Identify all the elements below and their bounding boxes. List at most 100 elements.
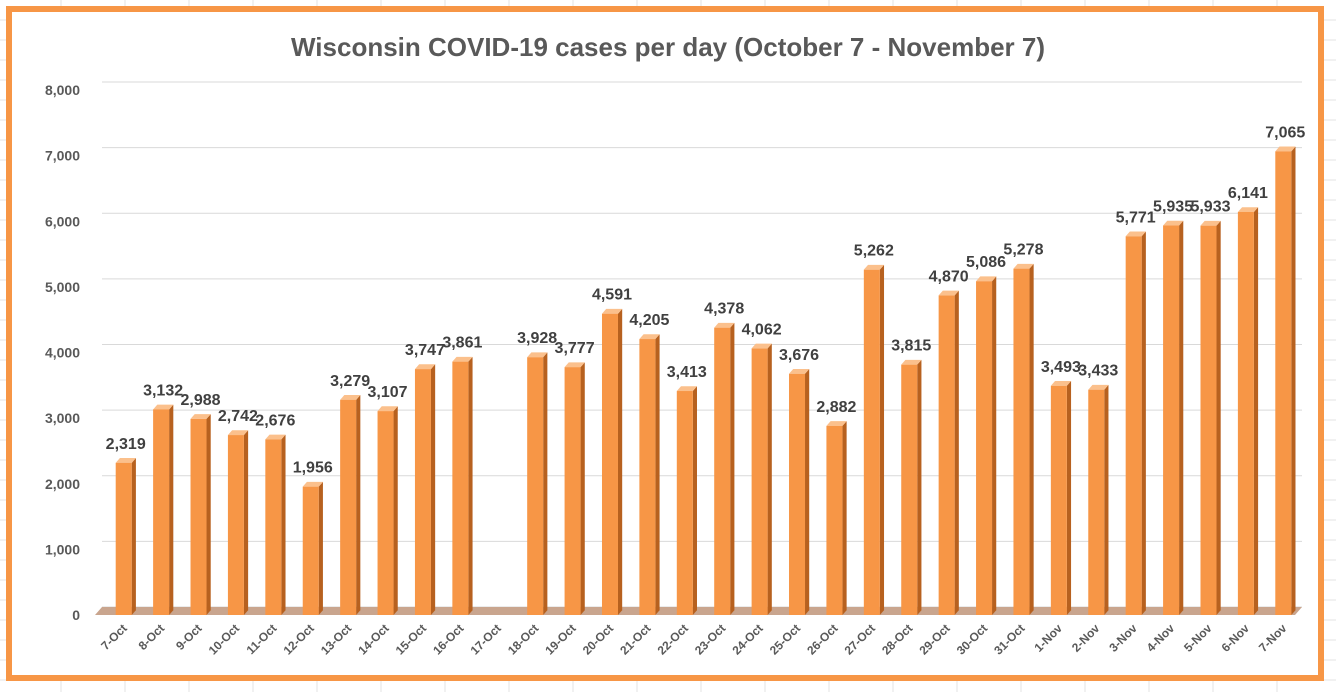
bar[interactable]: [1275, 146, 1296, 615]
bar[interactable]: [1013, 263, 1034, 615]
bar[interactable]: [190, 414, 211, 615]
bar[interactable]: [676, 386, 697, 615]
data-label: 5,933: [1190, 199, 1230, 216]
y-tick-label: 3,000: [45, 410, 80, 426]
x-tick-label: 1-Nov: [1032, 621, 1066, 655]
bar[interactable]: [1200, 220, 1221, 616]
bar[interactable]: [340, 395, 361, 615]
x-tick-label: 17-Oct: [468, 621, 504, 657]
data-label: 3,676: [779, 347, 819, 364]
bar[interactable]: [377, 406, 398, 615]
bar[interactable]: [826, 421, 847, 615]
x-tick-label: 6-Nov: [1219, 621, 1253, 655]
data-label: 5,278: [1003, 242, 1043, 259]
data-label: 3,777: [555, 340, 595, 357]
data-label: 1,956: [293, 460, 333, 477]
data-label: 5,771: [1116, 209, 1156, 226]
bar[interactable]: [414, 364, 436, 615]
x-tick-label: 21-Oct: [617, 621, 653, 657]
data-label: 3,928: [517, 330, 557, 347]
bar[interactable]: [227, 430, 249, 615]
y-tick-label: 5,000: [45, 279, 80, 295]
y-tick-label: 0: [72, 607, 80, 623]
bar[interactable]: [976, 276, 997, 615]
data-label: 5,935: [1153, 199, 1193, 216]
bar[interactable]: [1125, 231, 1146, 615]
data-label: 5,262: [854, 243, 894, 260]
x-tick-label: 22-Oct: [655, 621, 691, 657]
data-label: 4,870: [929, 268, 969, 285]
x-tick-label: 29-Oct: [916, 621, 952, 657]
bar[interactable]: [1163, 220, 1184, 615]
x-tick-label: 11-Oct: [244, 621, 280, 657]
x-tick-label: 7-Nov: [1256, 621, 1290, 655]
data-label: 3,107: [368, 384, 408, 401]
bar[interactable]: [1237, 207, 1259, 615]
bar[interactable]: [452, 356, 473, 615]
bar[interactable]: [265, 434, 286, 615]
data-label: 3,747: [405, 342, 445, 359]
bar[interactable]: [789, 368, 810, 615]
bar[interactable]: [1088, 384, 1109, 615]
y-tick-label: 8,000: [45, 82, 80, 98]
x-tick-label: 5-Nov: [1181, 621, 1215, 655]
data-label: 2,988: [180, 392, 220, 409]
x-tick-label: 9-Oct: [173, 621, 205, 653]
data-label: 3,279: [330, 373, 370, 390]
y-tick-label: 7,000: [45, 148, 80, 164]
x-tick-label: 7-Oct: [98, 621, 130, 653]
data-label: 4,062: [742, 321, 782, 338]
x-tick-label: 23-Oct: [692, 621, 728, 657]
data-label: 2,742: [218, 408, 258, 425]
bar[interactable]: [938, 290, 959, 615]
x-tick-label: 24-Oct: [729, 621, 765, 657]
bar[interactable]: [863, 264, 885, 615]
bar[interactable]: [302, 481, 323, 615]
x-tick-label: 2-Nov: [1069, 621, 1103, 655]
x-tick-label: 30-Oct: [954, 621, 990, 657]
x-tick-label: 25-Oct: [767, 621, 803, 657]
data-label: 3,433: [1078, 363, 1118, 380]
data-label: 3,132: [143, 382, 183, 399]
y-tick-label: 6,000: [45, 213, 80, 229]
data-label: 4,205: [629, 312, 669, 329]
data-label: 3,815: [891, 338, 931, 355]
bar[interactable]: [751, 343, 772, 615]
x-tick-label: 3-Nov: [1106, 621, 1140, 655]
y-tick-label: 4,000: [45, 345, 80, 361]
x-tick-label: 26-Oct: [804, 621, 840, 657]
x-tick-label: 31-Oct: [991, 621, 1027, 657]
bar[interactable]: [115, 458, 136, 615]
x-tick-label: 18-Oct: [505, 621, 541, 657]
data-label: 6,141: [1228, 185, 1268, 202]
data-label: 3,493: [1041, 359, 1081, 376]
data-label: 3,861: [442, 335, 482, 352]
bar[interactable]: [714, 322, 735, 615]
data-label: 5,086: [966, 254, 1006, 271]
data-label: 2,882: [816, 399, 856, 416]
data-label: 2,319: [106, 436, 146, 453]
data-label: 3,413: [667, 364, 707, 381]
data-label: 4,591: [592, 287, 632, 304]
data-label: 7,065: [1265, 124, 1305, 141]
x-tick-label: 19-Oct: [542, 621, 578, 657]
bar[interactable]: [527, 352, 548, 615]
chart-title: Wisconsin COVID-19 cases per day (Octobe…: [290, 32, 1045, 62]
y-tick-label: 1,000: [45, 541, 80, 557]
bar[interactable]: [601, 308, 623, 615]
x-tick-label: 12-Oct: [281, 621, 317, 657]
bar[interactable]: [153, 404, 174, 615]
x-tick-label: 20-Oct: [580, 621, 616, 657]
x-tick-label: 27-Oct: [842, 621, 878, 657]
bar[interactable]: [901, 359, 922, 615]
bar[interactable]: [564, 362, 585, 615]
x-tick-label: 28-Oct: [879, 621, 915, 657]
bar[interactable]: [639, 334, 660, 615]
x-tick-label: 8-Oct: [136, 621, 168, 653]
x-tick-label: 10-Oct: [206, 621, 242, 657]
y-tick-label: 2,000: [45, 476, 80, 492]
x-tick-label: 16-Oct: [430, 621, 466, 657]
x-tick-label: 4-Nov: [1144, 621, 1178, 655]
bar[interactable]: [1050, 380, 1072, 615]
